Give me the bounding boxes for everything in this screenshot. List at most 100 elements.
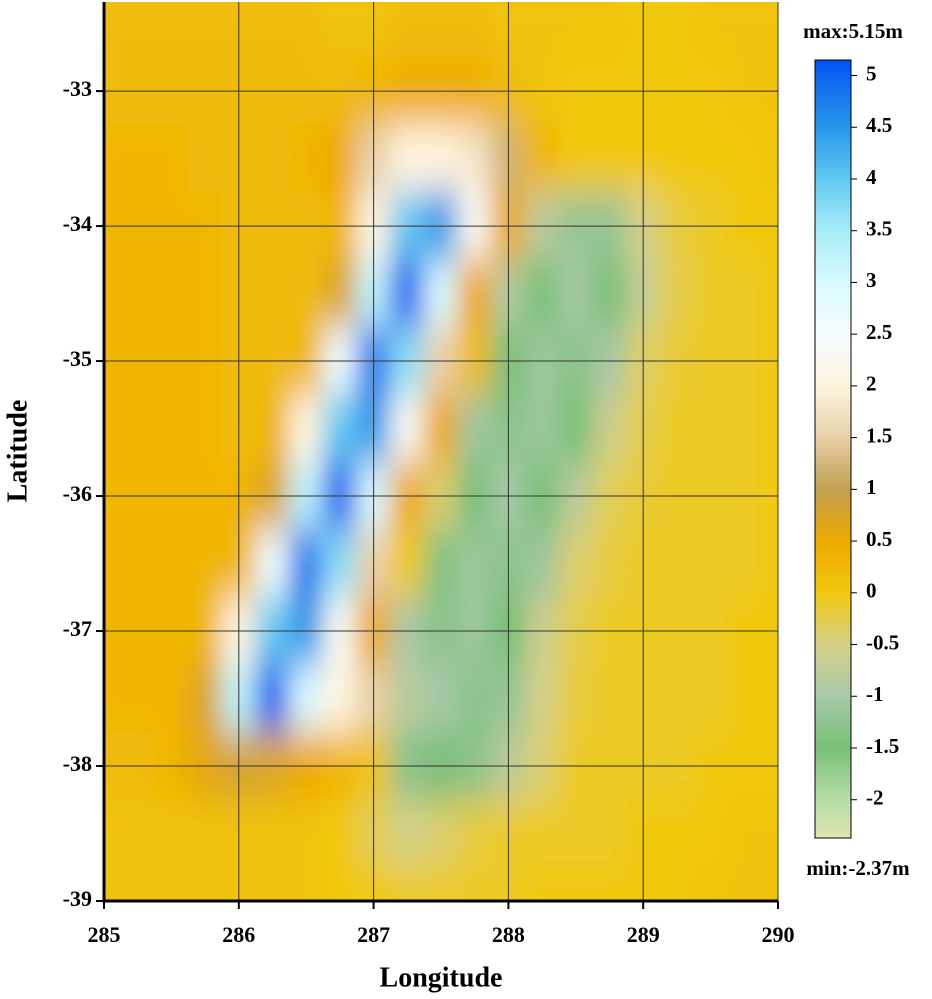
colorbar-tick-label: 1 [866, 475, 877, 499]
heat-cell [524, 799, 560, 868]
heat-cell [760, 394, 778, 463]
colorbar-tick-label: 1.5 [866, 423, 892, 447]
heat-cell [693, 124, 728, 193]
heat-cell [592, 664, 627, 733]
heat-cell [389, 664, 425, 733]
heat-cell [524, 664, 560, 733]
heat-cell [726, 2, 762, 58]
heat-cell [322, 124, 358, 193]
heat-cell [120, 866, 156, 901]
heat-cell [457, 664, 493, 733]
heat-cell [187, 799, 223, 868]
heat-cell [288, 2, 324, 58]
y-tick-label: -37 [63, 616, 92, 641]
y-tick-label: -33 [63, 76, 92, 101]
heat-cell [255, 124, 290, 193]
y-tick-label: -39 [63, 886, 92, 911]
heat-cell [558, 394, 594, 463]
heat-cell [558, 2, 594, 58]
heat-cell [104, 799, 122, 868]
heat-cell [760, 124, 778, 193]
heat-cell [322, 2, 358, 58]
heat-cell [423, 124, 459, 193]
heat-cell [120, 259, 156, 328]
heat-cell [187, 124, 223, 193]
heat-cell [322, 259, 358, 328]
heat-cell [104, 124, 122, 193]
heat-cell [457, 799, 493, 868]
colorbar-tick-label: 3.5 [866, 217, 892, 241]
colorbar-tick-label: 2.5 [866, 320, 892, 344]
heat-cell [760, 529, 778, 598]
colorbar-tick-label: -1.5 [866, 734, 899, 758]
heat-cell [154, 394, 189, 463]
colorbar-tick-label: 4 [866, 165, 877, 189]
heat-cell [288, 799, 324, 868]
heat-cell [389, 799, 425, 868]
heat-cell [659, 394, 695, 463]
colorbar-tick-label: -2 [866, 786, 884, 810]
heat-cell [154, 259, 189, 328]
heat-cell [154, 664, 189, 733]
heat-cell [104, 866, 122, 901]
heat-cell [457, 124, 493, 193]
heat-cell [389, 529, 425, 598]
heat-cell [154, 866, 189, 901]
heat-cell [322, 394, 358, 463]
cells [104, 2, 778, 901]
heat-cell [104, 259, 122, 328]
heat-cell [457, 394, 493, 463]
heat-cell [120, 529, 156, 598]
heat-cell [154, 2, 189, 58]
heat-cell [592, 259, 627, 328]
heat-cell [760, 2, 778, 58]
heat-cell [760, 866, 778, 901]
heat-cell [524, 124, 560, 193]
heat-cell [693, 2, 728, 58]
heat-cell [693, 259, 728, 328]
heat-cell [760, 259, 778, 328]
heat-cell [457, 529, 493, 598]
heat-cell [726, 866, 762, 901]
colorbar-min-label: min:-2.37m [806, 856, 910, 880]
heat-cell [524, 2, 560, 58]
heat-cell [187, 664, 223, 733]
heat-cell [187, 529, 223, 598]
colorbar-tick-label: 3 [866, 268, 877, 292]
colorbar-tick-label: 2 [866, 372, 877, 396]
heat-cell [423, 2, 459, 58]
heat-cell [322, 664, 358, 733]
heat-cell [120, 2, 156, 58]
heat-cell [659, 529, 695, 598]
heat-cell [288, 394, 324, 463]
colorbar-tick-label: -0.5 [866, 630, 899, 654]
heat-cell [322, 799, 358, 868]
heat-cell [255, 866, 290, 901]
heat-cell [423, 259, 459, 328]
heat-cell [288, 259, 324, 328]
y-tick-label: -34 [63, 211, 92, 236]
heat-cell [288, 124, 324, 193]
heat-cell [104, 664, 122, 733]
x-tick-label: 286 [222, 922, 255, 947]
heat-cell [389, 124, 425, 193]
heat-cell [104, 394, 122, 463]
heat-cell [592, 394, 627, 463]
heat-cell [726, 529, 762, 598]
heat-cell [693, 664, 728, 733]
heat-cell [322, 529, 358, 598]
heat-cell [726, 664, 762, 733]
heat-cell [457, 2, 493, 58]
x-tick-label: 285 [88, 922, 121, 947]
heat-cell [423, 664, 459, 733]
heat-cell [592, 124, 627, 193]
heat-cell [187, 866, 223, 901]
heatmap [104, 2, 778, 901]
y-tick-label: -35 [63, 346, 92, 371]
heat-cell [693, 799, 728, 868]
heat-cell [457, 866, 493, 901]
heat-cell [255, 529, 290, 598]
heat-cell [389, 259, 425, 328]
colorbar-max-label: max:5.15m [803, 19, 903, 43]
